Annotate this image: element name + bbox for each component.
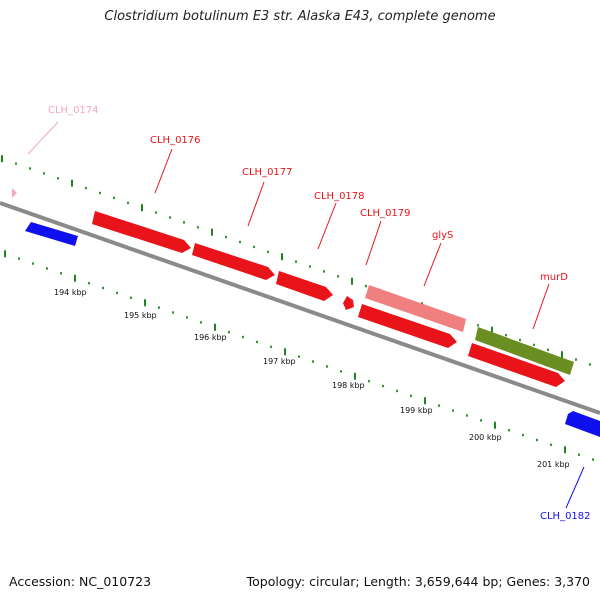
gene-label[interactable]: glyS: [432, 230, 453, 241]
gene-clh0181-feature[interactable]: [468, 343, 565, 387]
gene-clh0174-feature[interactable]: [12, 188, 17, 198]
gene-clh0179-feature[interactable]: [343, 296, 354, 310]
scale-label: 195 kbp: [124, 311, 157, 320]
leader-line: [365, 220, 382, 266]
gene-features: [12, 188, 600, 437]
leader-line: [27, 121, 59, 155]
accession-text: Accession: NC_010723: [9, 574, 152, 589]
gene-clh0177-feature[interactable]: [192, 243, 275, 280]
scale-label: 200 kbp: [469, 433, 502, 442]
outer-tick-track: [1, 155, 591, 366]
gene-clh0180-feature[interactable]: [358, 304, 457, 348]
gene-label[interactable]: CLH_0179: [360, 208, 411, 219]
inner-tick-track: [4, 250, 594, 461]
gene-labels: CLH_0174 CLH_0176 CLH_0177 CLH_0178 CLH_…: [48, 105, 591, 522]
gene-label[interactable]: CLH_0174: [48, 105, 99, 116]
leader-line: [423, 242, 442, 287]
gene-clh0176-feature[interactable]: [92, 211, 191, 253]
gene-murd-feature[interactable]: [475, 327, 574, 375]
scale-label: 197 kbp: [263, 357, 296, 366]
scale-labels: 194 kbp 195 kbp 196 kbp 197 kbp 198 kbp …: [54, 288, 570, 469]
leader-line: [532, 283, 550, 330]
scale-label: 199 kbp: [400, 406, 433, 415]
map-title: Clostridium botulinum E3 str. Alaska E43…: [104, 9, 496, 24]
leader-line: [317, 202, 337, 250]
gene-label[interactable]: CLH_0177: [242, 167, 293, 178]
gene-label[interactable]: murD: [540, 272, 568, 283]
gene-label[interactable]: CLH_0176: [150, 135, 201, 146]
gene-label-leaders: [27, 121, 585, 509]
gene-clh0178-feature[interactable]: [276, 271, 333, 301]
genome-backbone: [0, 201, 600, 415]
scale-label: 198 kbp: [332, 381, 365, 390]
gene-clh0182-feature[interactable]: [565, 411, 600, 437]
leader-line: [565, 466, 585, 509]
genome-stats-text: Topology: circular; Length: 3,659,644 bp…: [246, 574, 590, 589]
gene-glys-feature[interactable]: [365, 285, 466, 332]
scale-label: 194 kbp: [54, 288, 87, 297]
scale-label: 196 kbp: [194, 333, 227, 342]
leader-line: [154, 148, 173, 194]
gene-clh0175-feature[interactable]: [25, 222, 78, 246]
scale-label: 201 kbp: [537, 460, 570, 469]
leader-line: [247, 181, 265, 227]
gene-label[interactable]: CLH_0178: [314, 191, 365, 202]
gene-label[interactable]: CLH_0182: [540, 511, 591, 522]
